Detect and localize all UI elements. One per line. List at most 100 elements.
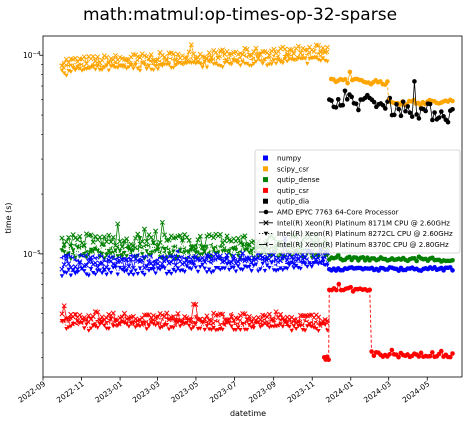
- data-point: [264, 263, 270, 268]
- data-point: [151, 68, 156, 73]
- data-point: [293, 317, 298, 322]
- data-point: [75, 319, 80, 324]
- data-point: [108, 317, 113, 322]
- data-point: [280, 58, 285, 63]
- data-point: [139, 238, 145, 245]
- data-point: [324, 44, 330, 50]
- data-point: [269, 58, 274, 63]
- data-point: [277, 311, 284, 317]
- data-point: [269, 62, 274, 67]
- data-point: [70, 232, 76, 238]
- series-line: [369, 289, 373, 355]
- data-point: [137, 236, 143, 241]
- data-point: [298, 56, 303, 61]
- data-point: [342, 88, 348, 94]
- data-point: [282, 255, 287, 260]
- data-point: [59, 68, 65, 73]
- data-point: [206, 50, 212, 56]
- data-point: [305, 264, 310, 269]
- data-point: [144, 249, 149, 254]
- data-point: [217, 231, 223, 237]
- data-point: [113, 249, 118, 254]
- data-point: [238, 328, 243, 333]
- data-point: [189, 327, 194, 332]
- data-point: [82, 269, 87, 274]
- legend-label: qutip_csr: [277, 187, 309, 195]
- data-point: [202, 60, 207, 66]
- data-point: [253, 59, 259, 64]
- data-point: [235, 235, 241, 241]
- data-point: [305, 61, 310, 66]
- data-point: [298, 260, 303, 265]
- data-point: [263, 220, 269, 226]
- data-point: [271, 252, 277, 258]
- data-point: [124, 66, 129, 71]
- data-point: [242, 233, 248, 239]
- series-qutip_csr: [326, 281, 373, 294]
- data-point: [258, 51, 263, 56]
- data-point: [391, 112, 397, 118]
- data-point: [184, 321, 190, 326]
- data-point: [229, 260, 234, 265]
- data-point: [157, 250, 162, 255]
- chart-title: math:matmul:op-times-op-32-sparse: [83, 5, 397, 25]
- data-point: [128, 320, 133, 325]
- data-point: [142, 62, 147, 67]
- data-point: [131, 272, 136, 277]
- data-point: [68, 243, 73, 248]
- data-point: [61, 244, 66, 249]
- data-point: [160, 245, 165, 250]
- data-point: [106, 319, 111, 324]
- data-point: [166, 237, 172, 243]
- data-point: [260, 61, 265, 66]
- data-point: [195, 269, 201, 274]
- data-point: [240, 250, 246, 256]
- data-point: [193, 55, 198, 60]
- data-point: [309, 47, 315, 53]
- data-point: [148, 59, 153, 64]
- data-point: [171, 249, 176, 254]
- data-point: [295, 43, 301, 49]
- data-point: [229, 324, 234, 329]
- data-point: [111, 64, 115, 69]
- data-point: [396, 354, 401, 360]
- data-point: [170, 51, 177, 57]
- data-point: [298, 324, 303, 328]
- data-point: [450, 351, 455, 356]
- data-point: [222, 322, 227, 328]
- data-point: [416, 354, 422, 359]
- data-point: [160, 325, 165, 330]
- data-point: [166, 269, 172, 274]
- data-point: [115, 244, 120, 249]
- data-point: [90, 314, 96, 320]
- data-point: [278, 258, 283, 263]
- data-point: [180, 250, 185, 255]
- data-point: [175, 311, 181, 317]
- data-point: [302, 328, 308, 333]
- data-point: [220, 327, 225, 332]
- data-point: [385, 79, 390, 84]
- series-scipy_csr: [59, 50, 330, 71]
- data-point: [258, 267, 263, 272]
- data-point: [202, 250, 207, 255]
- data-point: [68, 324, 74, 329]
- data-point: [70, 255, 75, 260]
- data-point: [309, 264, 314, 269]
- data-point: [171, 317, 176, 322]
- data-point: [93, 245, 98, 250]
- data-point: [131, 322, 136, 327]
- data-point: [204, 244, 209, 249]
- data-point: [198, 258, 202, 263]
- x-tick-label: 2023-01: [93, 379, 124, 404]
- legend-swatch: [263, 166, 268, 172]
- data-point: [73, 312, 78, 317]
- data-point: [200, 256, 205, 261]
- data-point: [155, 257, 160, 262]
- data-point: [177, 324, 183, 329]
- data-point: [325, 50, 330, 55]
- data-point: [126, 317, 131, 322]
- data-point: [238, 256, 243, 261]
- data-point: [61, 318, 66, 323]
- data-point: [189, 244, 194, 249]
- data-point: [249, 261, 254, 266]
